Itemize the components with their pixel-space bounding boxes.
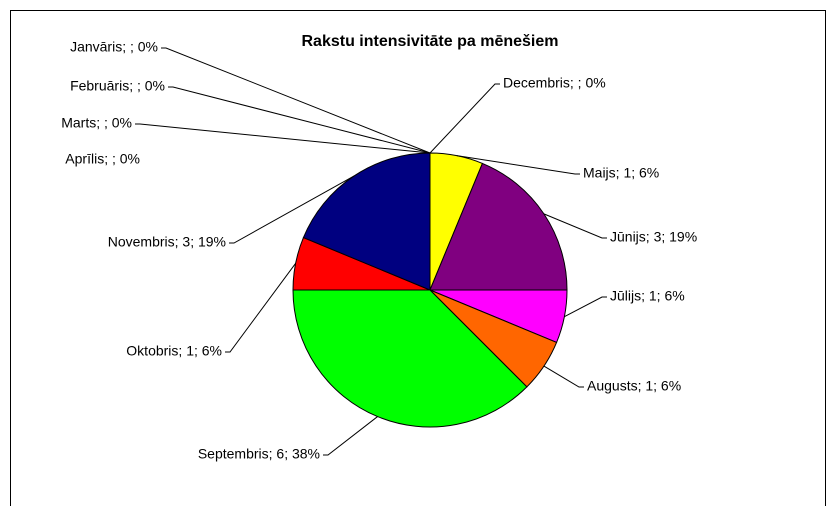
leader-line <box>564 296 607 318</box>
leader-line <box>229 175 355 244</box>
data-label: Janvāris; ; 0% <box>70 39 158 55</box>
data-label: Aprīlis; ; 0% <box>65 151 140 167</box>
data-label: Februāris; ; 0% <box>70 78 165 94</box>
leader-line <box>225 262 297 353</box>
leader-line <box>456 155 580 175</box>
data-label: Augusts; 1; 6% <box>587 378 681 394</box>
leader-line <box>323 416 378 456</box>
pie-slice: Novembris <box>302 152 431 291</box>
leader-line <box>543 213 607 239</box>
leader-line <box>161 47 431 154</box>
data-label: Oktobris; 1; 6% <box>126 343 222 359</box>
data-label: Jūlijs; 1; 6% <box>610 288 685 304</box>
data-label: Marts; ; 0% <box>61 115 132 131</box>
leader-line <box>168 86 431 154</box>
data-label: Novembris; 3; 19% <box>108 234 226 250</box>
leader-line <box>543 365 584 388</box>
data-label: Septembris; 6; 38% <box>198 446 320 462</box>
pie-slice: Jūnijs <box>429 162 568 291</box>
data-label: Maijs; 1; 6% <box>583 165 659 181</box>
data-label: Decembris; ; 0% <box>503 75 606 91</box>
data-label: Jūnijs; 3; 19% <box>610 229 697 245</box>
leader-line <box>135 123 431 154</box>
chart-title: Rakstu intensivitāte pa mēnešiem <box>302 33 559 50</box>
leader-line <box>429 83 500 154</box>
